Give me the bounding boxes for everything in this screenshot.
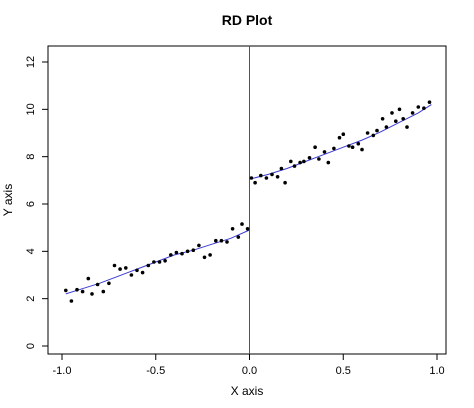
data-point xyxy=(427,100,432,104)
data-point xyxy=(112,263,117,268)
data-point xyxy=(416,105,421,109)
data-point xyxy=(101,289,106,294)
data-point xyxy=(140,270,145,275)
data-point xyxy=(202,255,207,260)
data-point xyxy=(384,125,389,129)
plot-frame xyxy=(47,45,447,355)
data-point xyxy=(191,248,196,252)
data-point xyxy=(197,243,201,248)
data-point xyxy=(230,227,235,231)
data-point xyxy=(405,125,409,129)
data-point xyxy=(313,145,317,149)
data-point xyxy=(118,267,122,271)
data-point xyxy=(219,238,224,243)
data-point xyxy=(283,180,287,185)
data-point xyxy=(236,235,241,239)
data-point xyxy=(375,128,379,133)
x-tick-label: 1.0 xyxy=(429,365,444,377)
data-point xyxy=(185,249,190,254)
data-point xyxy=(163,259,167,263)
data-point xyxy=(289,159,293,164)
data-point xyxy=(180,251,184,256)
x-axis-label: X axis xyxy=(231,384,264,398)
data-point xyxy=(356,141,361,146)
data-point xyxy=(75,287,79,292)
data-point xyxy=(326,160,331,165)
data-point xyxy=(169,253,173,257)
data-point xyxy=(298,160,302,165)
data-point xyxy=(394,119,398,123)
data-point xyxy=(225,240,229,244)
fit-line-right xyxy=(249,104,432,180)
data-point xyxy=(124,266,128,270)
data-point xyxy=(302,159,306,164)
y-axis: 0 2 4 6 8 10 12 xyxy=(25,56,48,349)
data-point xyxy=(380,117,385,121)
data-point xyxy=(253,180,257,185)
data-point xyxy=(337,135,342,140)
data-point xyxy=(307,156,312,160)
x-tick-label: 0.5 xyxy=(336,365,351,377)
y-tick-label: 0 xyxy=(25,343,37,349)
data-point xyxy=(259,173,263,178)
y-tick-label: 12 xyxy=(25,56,37,68)
data-point xyxy=(135,268,139,273)
data-point xyxy=(410,111,415,115)
data-point xyxy=(322,150,327,154)
data-point xyxy=(292,164,297,168)
data-point xyxy=(107,281,111,286)
data-point xyxy=(347,144,351,148)
data-point xyxy=(146,263,151,268)
data-points xyxy=(64,100,432,303)
data-point xyxy=(365,131,370,135)
y-tick-label: 4 xyxy=(25,248,37,254)
fit-line-left xyxy=(65,229,250,295)
data-point xyxy=(390,111,394,115)
y-tick-label: 8 xyxy=(25,154,37,160)
data-point xyxy=(422,106,426,110)
data-point xyxy=(214,238,218,243)
data-point xyxy=(240,222,244,226)
data-point xyxy=(279,166,284,171)
data-point xyxy=(249,176,254,180)
data-point xyxy=(80,289,85,294)
data-point xyxy=(275,175,280,179)
data-point xyxy=(157,260,162,264)
y-axis-label: Y axis xyxy=(1,184,15,216)
data-point xyxy=(341,132,346,136)
data-point xyxy=(401,117,406,121)
data-point xyxy=(86,276,91,281)
data-point xyxy=(64,288,68,293)
chart-title: RD Plot xyxy=(222,12,273,28)
data-point xyxy=(371,133,376,138)
data-point xyxy=(129,273,134,277)
data-point xyxy=(245,227,250,231)
x-axis: -1.0 -0.5 0.0 0.5 1.0 xyxy=(53,354,445,377)
data-point xyxy=(69,299,74,303)
data-point xyxy=(90,292,94,296)
x-tick-label: -1.0 xyxy=(53,365,72,377)
data-point xyxy=(208,253,212,257)
x-tick-label: -0.5 xyxy=(146,365,165,377)
data-point xyxy=(174,250,179,255)
data-point xyxy=(95,282,100,287)
data-point xyxy=(360,147,364,152)
data-point xyxy=(152,260,156,264)
data-point xyxy=(270,172,274,177)
data-point xyxy=(350,145,355,149)
x-tick-label: 0.0 xyxy=(242,365,257,377)
data-point xyxy=(397,107,402,112)
data-point xyxy=(317,157,321,161)
y-tick-label: 6 xyxy=(25,201,37,207)
data-point xyxy=(332,146,336,151)
data-point xyxy=(264,176,269,180)
y-tick-label: 2 xyxy=(25,296,37,302)
y-tick-label: 10 xyxy=(25,103,37,115)
